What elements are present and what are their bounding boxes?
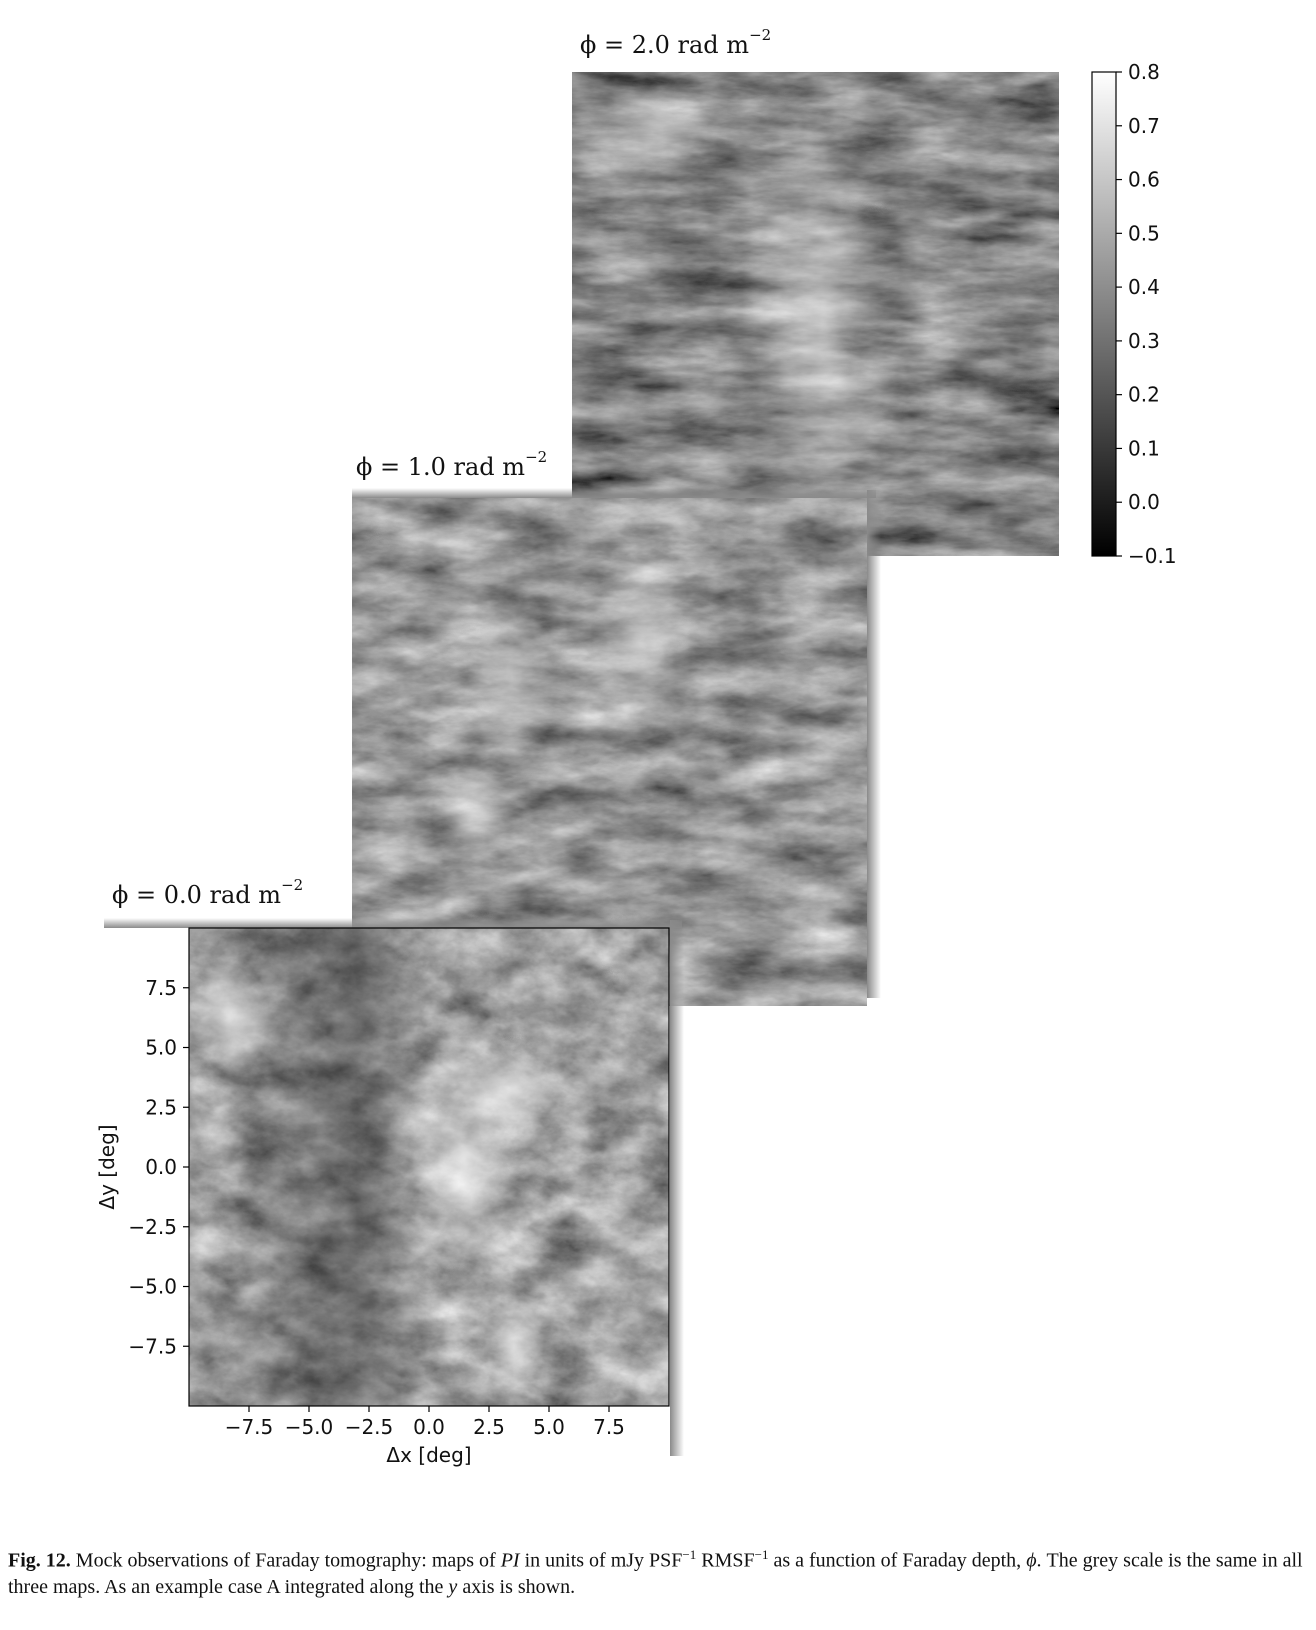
faraday-map-phi-0 xyxy=(189,928,669,1406)
colorbar-tick-label: 0.8 xyxy=(1128,60,1160,84)
y-tick-label: −5.0 xyxy=(128,1275,177,1299)
y-tick-label: −2.5 xyxy=(128,1215,177,1239)
axes-frame xyxy=(188,927,670,1407)
x-tick-label: 0.0 xyxy=(413,1415,445,1439)
y-tick-label: 0.0 xyxy=(145,1155,177,1179)
colorbar: 0.8 0.7 0.6 0.5 0.4 0.3 0.2 0.1 0.0 −0.1 xyxy=(1091,60,1177,568)
panel-shadow-right-phi-0 xyxy=(670,920,684,1456)
colorbar-tick-label: 0.3 xyxy=(1128,329,1160,353)
faraday-map-phi-1-texture xyxy=(352,498,867,1006)
x-axis-ticks: −7.5 −5.0 −2.5 0.0 2.5 5.0 7.5 xyxy=(225,1406,625,1439)
figure-caption: Fig. 12. Mock observations of Faraday to… xyxy=(8,1547,1303,1598)
colorbar-gradient xyxy=(1091,71,1117,557)
colorbar-tick-label: 0.6 xyxy=(1128,168,1160,192)
axes-phi-0: −7.5 −5.0 −2.5 0.0 2.5 5.0 7.5 7.5 5.0 2.5 0.0 −2.… xyxy=(95,927,670,1467)
colorbar-tick-label: 0.4 xyxy=(1128,275,1160,299)
colorbar-tick-label: 0.1 xyxy=(1128,436,1160,460)
colorbar-tick-label: −0.1 xyxy=(1128,544,1177,568)
x-tick-label: −7.5 xyxy=(225,1415,274,1439)
y-tick-label: 2.5 xyxy=(145,1095,177,1119)
panel-shadow-right-phi-1 xyxy=(867,490,881,998)
colorbar-tick-label: 0.5 xyxy=(1128,221,1160,245)
y-axis-ticks: 7.5 5.0 2.5 0.0 −2.5 −5.0 −7.5 xyxy=(128,976,189,1358)
panel-shadow-top-phi-0 xyxy=(104,918,682,928)
faraday-map-phi-1 xyxy=(352,498,867,1006)
colorbar-tick-label: 0.7 xyxy=(1128,114,1160,138)
x-tick-label: 7.5 xyxy=(593,1415,625,1439)
y-tick-label: −7.5 xyxy=(128,1334,177,1358)
panel-title-phi-2: ϕ = 2.0 rad m−2 xyxy=(580,26,772,59)
colorbar-tick-label: 0.2 xyxy=(1128,383,1160,407)
x-tick-label: 5.0 xyxy=(533,1415,565,1439)
faraday-map-phi-2 xyxy=(572,72,1059,556)
y-tick-label: 7.5 xyxy=(145,976,177,1000)
faraday-map-phi-0-texture xyxy=(189,928,669,1406)
x-tick-label: −5.0 xyxy=(285,1415,334,1439)
colorbar-tick-label: 0.0 xyxy=(1128,490,1160,514)
x-tick-label: 2.5 xyxy=(473,1415,505,1439)
panel-title-phi-0: ϕ = 0.0 rad m−2 xyxy=(112,876,304,909)
panel-shadow-top-phi-1 xyxy=(352,488,876,498)
faraday-map-phi-2-texture xyxy=(572,72,1059,556)
colorbar-ticks: 0.8 0.7 0.6 0.5 0.4 0.3 0.2 0.1 0.0 −0.1 xyxy=(1116,60,1177,568)
x-axis-label: Δx [deg] xyxy=(386,1443,471,1467)
y-tick-label: 5.0 xyxy=(145,1036,177,1060)
x-tick-label: −2.5 xyxy=(345,1415,394,1439)
panel-title-phi-1: ϕ = 1.0 rad m−2 xyxy=(356,448,548,481)
y-axis-label: Δy [deg] xyxy=(95,1124,119,1209)
caption-label: Fig. 12. xyxy=(8,1549,71,1572)
